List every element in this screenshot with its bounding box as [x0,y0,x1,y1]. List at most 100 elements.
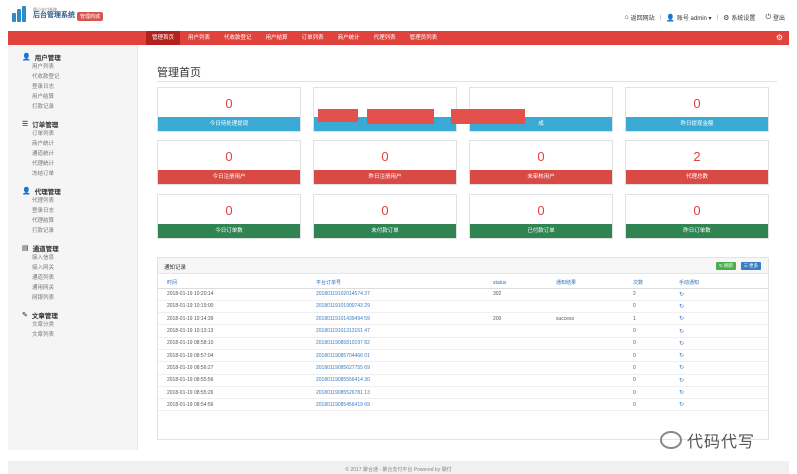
cell-order-no[interactable]: 20180119101313151 47 [316,324,493,338]
stat-label: 未审核用户 [470,170,612,184]
table-header-row: 时间 平台订单号 status 通知结果 次数 手动通知 [158,274,768,289]
sidebar-item[interactable]: 打款记录 [32,104,55,110]
cell-time: 2018-01-19 10:14:39 [158,312,316,326]
stat-card[interactable]: 0 昨日订单数 [625,194,769,239]
resend-notify-icon[interactable]: ↻ [679,312,768,326]
sidebar-item[interactable]: 用户结算 [32,94,55,100]
sidebar-item[interactable]: 冻结订单 [32,171,55,177]
account-menu[interactable]: 👤 账号 admin ▾ [666,14,712,23]
table-row: 2018-01-19 10:13:13 20180119101313151 47 0… [158,324,768,338]
user-icon: 👤 [666,14,675,22]
sidebar-item[interactable]: 网银列表 [32,295,55,301]
sidebar-item[interactable]: 文章列表 [32,332,55,338]
table-row: 2018-01-19 08:57:04 20180119085704466 01 0… [158,349,768,363]
column-header[interactable]: 手动通知 [679,274,768,289]
stat-card[interactable]: 0 今日待处理提现 [157,87,301,132]
sidebar-group-header[interactable]: 👤 代理管理 [22,188,61,196]
resend-notify-icon[interactable]: ↻ [679,300,768,314]
logout-link[interactable]: ⏻ 登出 [765,13,785,23]
sidebar-item[interactable]: 文章分类 [32,322,55,328]
table-row: 2018-01-19 08:55:56 20180119085556414 30 0… [158,374,768,387]
sidebar-item[interactable]: 代理结算 [32,218,55,224]
cell-status [493,337,556,350]
stat-card[interactable]: 0 未付款订单 [313,194,457,239]
sidebar-group-header[interactable]: 👤 用户管理 [22,54,61,62]
sidebar-item[interactable]: 通用网关 [32,285,55,291]
cell-count: 0 [633,374,679,387]
nav-agent-list[interactable]: 代理列表 [373,35,396,41]
cell-time: 2018-01-19 08:58:10 [158,337,316,350]
resend-notify-icon[interactable]: ↻ [679,386,768,400]
cell-order-no[interactable]: 20180119085627755 69 [316,361,493,375]
resend-notify-icon[interactable]: ↻ [679,337,768,350]
nav-admin-list[interactable]: 管理员列表 [409,35,438,41]
cell-status [493,398,556,412]
stat-card[interactable]: 0 昨日注册用户 [313,140,457,185]
stat-card[interactable]: 0 今日订单数 [157,194,301,239]
sidebar-item[interactable]: 订单列表 [32,131,55,137]
stat-card[interactable]: 2 代理总数 [625,140,769,185]
resend-notify-icon[interactable]: ↻ [679,288,768,301]
cell-order-no[interactable]: 20180119085556414 30 [316,374,493,387]
resend-notify-icon[interactable]: ↻ [679,398,768,412]
nav-dashboard[interactable]: 管理首页 [146,31,181,45]
sidebar-item[interactable]: 通道统计 [32,151,55,157]
cell-order-no[interactable]: 20180119085526781 13 [316,386,493,400]
cell-time: 2018-01-19 08:57:04 [158,349,316,363]
logo[interactable]: 版小支付系统 后台管理系统 [12,6,75,22]
sidebar-item[interactable]: 代理列表 [32,198,55,204]
page-title: 管理首页 [157,67,201,79]
cell-order-no[interactable]: 20180119085810197 82 [316,337,493,350]
nav-settings-icon[interactable]: ⚙ [775,33,783,42]
resend-notify-icon[interactable]: ↻ [679,349,768,363]
sidebar-group-channels: ▤ 通道管理 接入信息 接入网关 通道列表 通用网关 网银列表 [8,243,137,303]
nav-merchant-stats[interactable]: 商户统计 [337,35,360,41]
sidebar-item[interactable]: 商户统计 [32,141,55,147]
cell-order-no[interactable]: 20180119101900743 29 [316,300,493,314]
column-header[interactable]: status [493,274,556,289]
sidebar-item[interactable]: 代理统计 [32,161,55,167]
stat-label: 未付款订单 [314,224,456,238]
nav-user-settlement[interactable]: 用户结算 [265,35,288,41]
sidebar-item[interactable]: 打款记录 [32,228,55,234]
resend-notify-icon[interactable]: ↻ [679,324,768,338]
sidebar-item[interactable]: 接入网关 [32,265,55,271]
stat-card[interactable]: 0 今日注册用户 [157,140,301,185]
resend-notify-icon[interactable]: ↻ [679,361,768,375]
column-header[interactable]: 通知结果 [556,274,633,289]
nav-order-list[interactable]: 订单列表 [301,35,324,41]
sidebar-item[interactable]: 登录日志 [32,84,55,90]
refresh-button[interactable]: ↻ 刷新 [715,262,736,270]
sidebar-group-header[interactable]: ✎ 文章管理 [22,312,58,320]
system-settings-link[interactable]: ⚙ 系统设置 [723,14,756,23]
sidebar-item[interactable]: 通道列表 [32,275,55,281]
cell-order-no[interactable]: 20180119102014574 37 [316,288,493,301]
column-header[interactable]: 平台订单号 [316,274,493,289]
cell-time: 2018-01-19 10:13:13 [158,324,316,338]
cell-order-no[interactable]: 20180119085704466 01 [316,349,493,363]
sidebar-item[interactable]: 代收款登记 [32,74,60,80]
stat-card[interactable]: 0 未审核用户 [469,140,613,185]
sidebar-group-header[interactable]: ▤ 通道管理 [22,245,59,253]
cell-result [556,398,633,412]
sidebar-item[interactable]: 用户列表 [32,64,55,70]
column-header[interactable]: 时间 [158,274,316,289]
back-to-site-link[interactable]: ⌂ 返回网站 [624,14,655,22]
stat-card[interactable]: 0 昨日提现金额 [625,87,769,132]
resend-notify-icon[interactable]: ↻ [679,374,768,387]
sidebar-group-header[interactable]: ☰ 订单管理 [22,121,59,129]
stat-value: 0 [381,203,389,218]
watermark: 代码代写 [660,428,755,452]
stat-card[interactable]: 0 已付款订单 [469,194,613,239]
stat-label: 今日注册用户 [158,170,300,184]
sidebar-item[interactable]: 登录日志 [32,208,55,214]
nav-collection-register[interactable]: 代收款登记 [224,35,252,41]
cell-order-no[interactable]: 20180119101439494 59 [316,312,493,326]
cell-count: 0 [633,386,679,400]
sidebar-item[interactable]: 接入信息 [32,255,55,261]
nav-user-list[interactable]: 用户列表 [188,35,211,41]
cell-order-no[interactable]: 20180119085456419 69 [316,398,493,412]
column-header[interactable]: 次数 [633,274,679,289]
top-nav: 管理首页 用户列表 代收款登记 用户结算 订单列表 商户统计 代理列表 管理员列… [8,31,789,45]
more-button[interactable]: ☰ 更多 [740,262,761,270]
